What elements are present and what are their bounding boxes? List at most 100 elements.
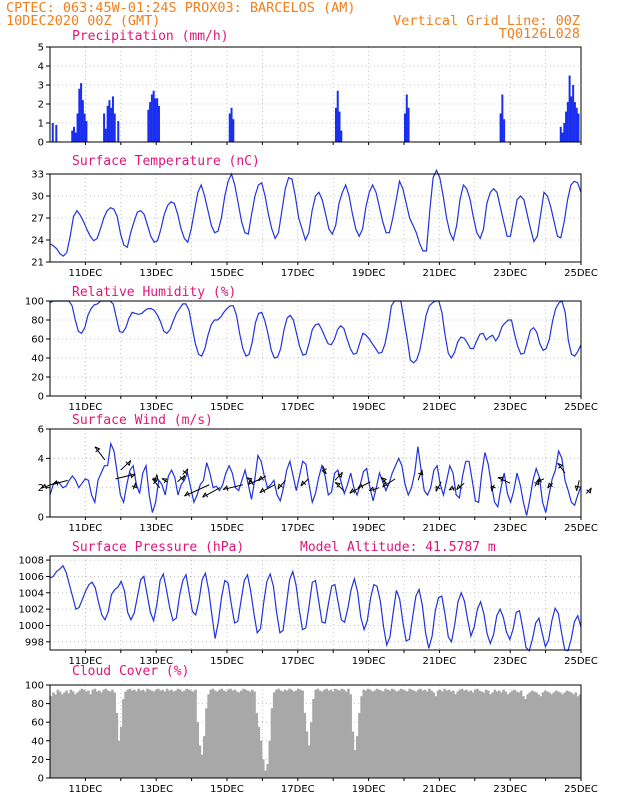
cloud-bar: [301, 690, 304, 778]
cloud-bar: [390, 688, 394, 778]
cloud-bar: [530, 690, 534, 778]
cloud-bar: [102, 689, 106, 778]
cloud-bar: [168, 690, 171, 778]
temperature-ytick-label: 30: [31, 192, 44, 203]
cloud-bar: [342, 689, 346, 778]
cloud-bar: [447, 689, 451, 778]
cloud-bar: [189, 690, 193, 778]
cloud-bar: [294, 690, 298, 778]
cloud-bar: [275, 689, 278, 778]
pressure-ytick-label: 1004: [19, 588, 44, 599]
humidity-xtick-label: 25DEC: [564, 402, 598, 413]
wind-arrow-head: [448, 485, 455, 491]
wind-arrow-head: [152, 478, 158, 485]
cloud-bar: [526, 694, 529, 778]
cloud-bar: [456, 691, 460, 778]
cloud-xtick-label: 17DEC: [281, 784, 315, 795]
wind-arrow-head: [41, 483, 47, 490]
humidity-panel: 0 20 40 60 80 100 11DEC 13DEC 15DEC 17DEC 19DEC 21D…: [25, 297, 598, 414]
cloud-bar: [410, 689, 414, 778]
cloud-bar: [471, 692, 475, 778]
pressure-ytick-label: 1002: [19, 605, 44, 616]
cloud-bar: [303, 712, 307, 778]
wind-arrow-head: [337, 472, 343, 479]
cloud-bar: [432, 692, 435, 778]
cloud-bar: [504, 691, 508, 778]
cloud-bar: [174, 690, 178, 778]
cloud-bar: [559, 692, 562, 778]
cloud-bar: [417, 689, 420, 778]
cloud-bar: [113, 692, 116, 778]
wind-xtick-label: 19DEC: [352, 523, 386, 534]
temperature-xtick-label: 15DEC: [210, 268, 244, 279]
cloud-bar: [259, 740, 263, 778]
cloud-bar: [502, 689, 505, 778]
cloud-ytick-label: 0: [38, 774, 44, 785]
cloud-bar: [329, 689, 333, 778]
cloud-bar: [183, 690, 186, 778]
cloud-bar: [366, 688, 370, 778]
wind-arrow: [369, 487, 380, 492]
cloud-bar: [305, 731, 309, 778]
cloud-bar: [82, 689, 86, 778]
precip-ytick-label: 4: [38, 62, 44, 73]
precip-bar: [407, 107, 410, 142]
pressure-series-line: [49, 564, 582, 652]
precip-bar: [113, 113, 116, 142]
cloud-bar: [334, 688, 337, 778]
cloud-bar: [115, 712, 119, 778]
temperature-ytick-label: 24: [31, 236, 44, 247]
cloud-bar: [528, 692, 532, 778]
cloud-bar: [497, 690, 501, 778]
cloud-title: Cloud Cover (%): [72, 664, 189, 679]
wind-arrow: [182, 468, 189, 475]
wind-xtick-label: 17DEC: [281, 523, 315, 534]
cloud-bar: [124, 691, 127, 778]
precip-bar: [340, 130, 343, 142]
cloud-bar: [176, 688, 180, 778]
cloud-bar: [143, 691, 147, 778]
precip-bar: [568, 75, 571, 142]
wind-arrow: [448, 487, 456, 491]
cloud-bar: [237, 692, 241, 778]
cloud-bar: [126, 689, 130, 778]
pressure-xtick-label: 11DEC: [69, 656, 103, 667]
cloud-bar: [128, 688, 132, 778]
cloud-bar: [150, 690, 154, 778]
wind-arrow: [547, 482, 554, 489]
cloud-bar: [574, 692, 578, 778]
cloud-bar: [196, 722, 199, 778]
wind-arrow-head: [456, 484, 462, 490]
precip-bar: [81, 100, 84, 142]
wind-arrow: [151, 478, 161, 488]
precip-bar: [405, 94, 408, 142]
wind-xtick-label: 13DEC: [139, 523, 173, 534]
wind-arrow-head: [490, 485, 496, 492]
wind-arrow: [576, 480, 580, 491]
temperature-title: Surface Temperature (nC): [72, 154, 260, 169]
cloud-bar: [327, 690, 331, 778]
temperature-xtick-label: 25DEC: [564, 268, 598, 279]
precip-bar: [78, 88, 81, 142]
cloud-bar: [347, 688, 350, 778]
cloud-bar: [216, 691, 219, 778]
cloud-bar: [340, 688, 344, 778]
cloud-bar: [67, 693, 71, 778]
cloud-bar: [178, 689, 182, 778]
cloud-bar: [353, 750, 357, 778]
cloud-bar: [369, 689, 372, 778]
pressure-xtick-label: 17DEC: [281, 656, 315, 667]
cloud-bar: [458, 689, 462, 778]
cloud-bar: [561, 694, 564, 778]
wind-arrow: [277, 480, 286, 490]
precip-bar: [570, 96, 573, 142]
temperature-ytick-label: 21: [31, 258, 44, 269]
wind-arrow: [349, 487, 360, 494]
pressure-xtick-label: 23DEC: [493, 656, 527, 667]
cloud-bar: [207, 694, 210, 778]
wind-arrow-head: [130, 472, 136, 479]
cloud-bar: [535, 692, 538, 778]
cloud-xtick-label: 25DEC: [564, 784, 598, 795]
precip-panel: 0 1 2 3 4 5: [38, 43, 582, 149]
cloud-bar: [522, 696, 525, 778]
